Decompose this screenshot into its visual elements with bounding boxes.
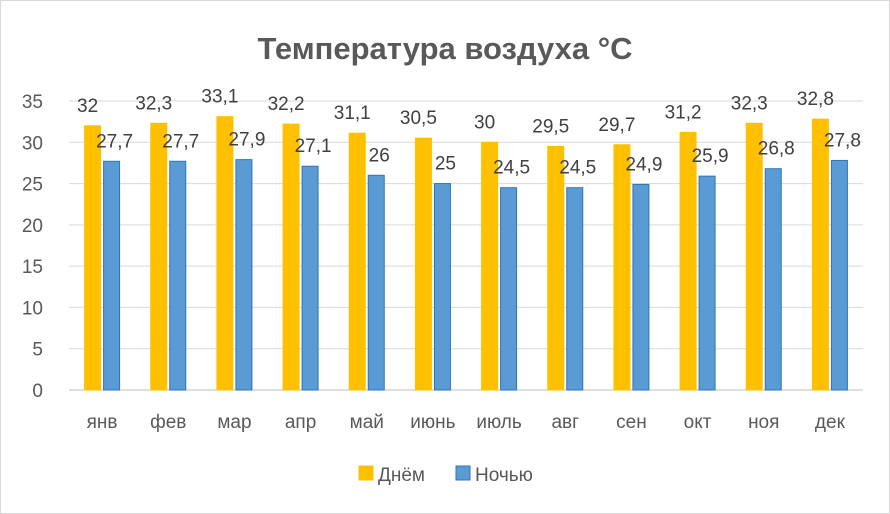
legend-label-day: Днём — [378, 465, 425, 486]
bar-day — [745, 122, 763, 391]
legend: Днём Ночью — [358, 465, 533, 486]
data-label-night: 27,9 — [228, 130, 265, 151]
y-tick-label: 20 — [22, 216, 43, 237]
y-tick-label: 35 — [22, 92, 43, 113]
data-label-night: 24,5 — [493, 158, 530, 179]
bar-night — [301, 165, 319, 391]
x-tick-label: мар — [217, 412, 251, 433]
bar-night — [433, 183, 451, 391]
y-tick-label: 25 — [22, 175, 43, 196]
data-label-day: 31,2 — [665, 102, 702, 123]
bar-night — [566, 187, 584, 391]
x-tick-label: апр — [285, 412, 316, 433]
bar-day — [811, 118, 829, 391]
data-label-night: 26 — [369, 145, 390, 166]
data-label-night: 25 — [435, 154, 456, 175]
bar-night — [500, 187, 518, 391]
x-tick-label: окт — [684, 412, 712, 433]
x-tick-label: май — [350, 412, 384, 433]
data-label-night: 27,7 — [96, 131, 133, 152]
data-label-day: 32,3 — [135, 93, 172, 114]
legend-label-night: Ночью — [475, 465, 533, 486]
data-label-day: 32,3 — [731, 93, 768, 114]
bar-day — [150, 122, 168, 391]
bar-day — [414, 137, 432, 391]
data-label-day: 29,7 — [598, 115, 635, 136]
bar-day — [547, 145, 565, 391]
bars — [84, 116, 848, 391]
y-tick-label: 10 — [22, 298, 43, 319]
data-label-night: 27,1 — [295, 136, 332, 157]
data-label-day: 32 — [77, 96, 98, 117]
data-label-day: 29,5 — [532, 116, 569, 137]
data-label-day: 30 — [474, 112, 495, 133]
x-tick-label: июнь — [410, 412, 455, 433]
x-axis: янв фев мар апр май июнь июль авг сен окт ноя дек — [87, 412, 846, 433]
data-label-day: 32,2 — [268, 94, 305, 115]
chart-title: Температура воздуха °C — [257, 31, 632, 66]
data-label-night: 27,7 — [162, 131, 199, 152]
data-label-night: 26,8 — [758, 139, 795, 160]
bar-day — [84, 125, 102, 391]
bar-day — [216, 116, 234, 391]
bar-day — [481, 141, 499, 391]
y-tick-label: 5 — [32, 340, 43, 361]
y-tick-label: 0 — [32, 381, 43, 402]
data-label-night: 25,9 — [692, 146, 729, 167]
x-tick-label: фев — [150, 412, 186, 433]
x-tick-label: янв — [87, 412, 118, 433]
bar-day — [613, 144, 631, 391]
data-label-night: 24,5 — [559, 158, 596, 179]
gridlines — [69, 100, 863, 391]
x-tick-label: ноя — [748, 412, 779, 433]
x-tick-label: авг — [551, 412, 579, 433]
x-tick-label: июль — [476, 412, 522, 433]
data-labels: 3227,732,327,733,127,932,227,131,12630,5… — [77, 87, 861, 179]
bar-night — [698, 175, 716, 391]
data-label-day: 33,1 — [201, 87, 238, 108]
bar-night — [367, 174, 385, 391]
bar-day — [348, 132, 366, 391]
bar-night — [764, 168, 782, 391]
y-axis: 0 5 10 15 20 25 30 35 — [22, 92, 43, 402]
bar-night — [830, 159, 848, 391]
data-label-night: 24,9 — [625, 154, 662, 175]
data-label-night: 27,8 — [824, 130, 861, 151]
legend-swatch-night — [455, 465, 471, 481]
x-tick-label: дек — [815, 412, 846, 433]
bar-night — [169, 160, 187, 391]
bar-day — [282, 123, 300, 391]
bar-night — [632, 183, 650, 391]
data-label-day: 31,1 — [334, 103, 371, 124]
bar-night — [103, 160, 121, 391]
legend-swatch-day — [358, 465, 374, 481]
data-label-day: 30,5 — [400, 108, 437, 129]
x-tick-label: сен — [616, 412, 647, 433]
data-label-day: 32,8 — [797, 89, 834, 110]
y-tick-label: 30 — [22, 133, 43, 154]
bar-night — [235, 159, 253, 391]
y-tick-label: 15 — [22, 257, 43, 278]
bar-day — [679, 131, 697, 391]
